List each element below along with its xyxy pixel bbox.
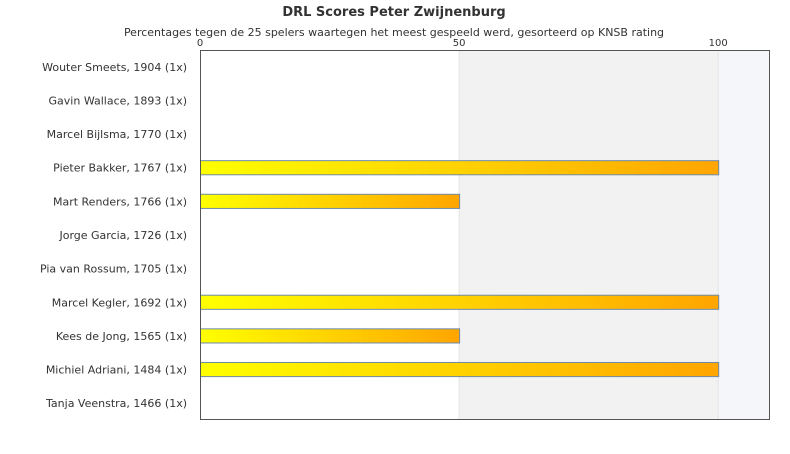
bar xyxy=(200,160,720,176)
bar xyxy=(200,328,461,344)
chart-title: DRL Scores Peter Zwijnenburg xyxy=(282,5,505,20)
bar xyxy=(200,294,720,310)
bar xyxy=(200,193,461,209)
x-tick-label: 50 xyxy=(453,38,466,49)
bar-series xyxy=(200,160,720,378)
category-label: Michiel Adriani, 1484 (1x) xyxy=(46,364,187,377)
plot-background xyxy=(200,50,770,420)
x-axis-ticks: 0 50 100 xyxy=(197,38,728,49)
category-label: Mart Renders, 1766 (1x) xyxy=(53,195,187,208)
plot-band xyxy=(459,50,719,420)
category-label: Wouter Smeets, 1904 (1x) xyxy=(42,61,187,74)
category-label: Jorge Garcia, 1726 (1x) xyxy=(58,229,187,242)
plot-band xyxy=(200,50,460,420)
plot-band xyxy=(718,50,770,420)
category-label: Pieter Bakker, 1767 (1x) xyxy=(53,162,187,175)
category-label: Pia van Rossum, 1705 (1x) xyxy=(40,263,187,276)
plot-frame xyxy=(200,50,770,420)
bar xyxy=(200,361,720,378)
category-labels: Wouter Smeets, 1904 (1x) Gavin Wallace, 1… xyxy=(40,61,187,410)
category-label: Marcel Bijlsma, 1770 (1x) xyxy=(47,128,187,141)
category-label: Tanja Veenstra, 1466 (1x) xyxy=(45,397,187,410)
category-label: Gavin Wallace, 1893 (1x) xyxy=(49,94,187,107)
category-label: Kees de Jong, 1565 (1x) xyxy=(56,330,187,343)
x-tick-label: 0 xyxy=(197,38,203,49)
category-label: Marcel Kegler, 1692 (1x) xyxy=(52,296,187,309)
chart-subtitle: Percentages tegen de 25 spelers waartege… xyxy=(124,26,664,39)
x-tick-label: 100 xyxy=(709,38,728,49)
